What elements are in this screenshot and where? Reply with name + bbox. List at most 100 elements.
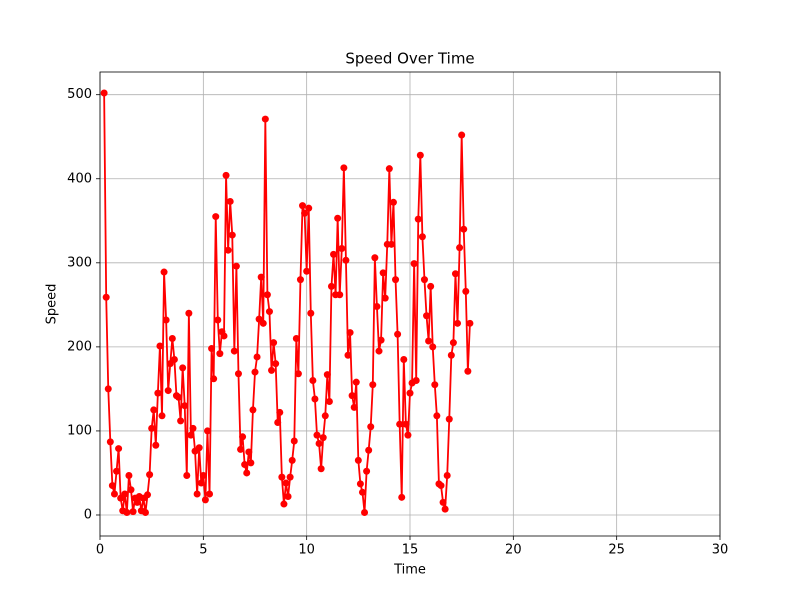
point [146, 471, 154, 479]
point [412, 376, 420, 384]
point [270, 339, 278, 347]
point [381, 294, 389, 302]
point [199, 471, 207, 479]
point [410, 260, 418, 268]
point [214, 316, 222, 324]
point [102, 293, 110, 301]
point [228, 231, 236, 239]
point [106, 438, 114, 446]
point [237, 445, 245, 453]
point [282, 479, 290, 487]
point [418, 233, 426, 241]
point [307, 309, 315, 317]
point [158, 412, 166, 420]
point [437, 482, 445, 490]
point [177, 417, 185, 425]
point [197, 479, 205, 487]
point [303, 267, 311, 275]
point [203, 427, 211, 435]
point [113, 467, 121, 475]
point [104, 385, 112, 393]
point [449, 339, 457, 347]
point [115, 445, 123, 453]
point [427, 282, 435, 290]
point [299, 202, 307, 210]
point [454, 319, 462, 327]
point [392, 276, 400, 284]
point [141, 508, 149, 516]
y-tick-label: 400 [67, 171, 92, 186]
point [226, 197, 234, 205]
point [416, 151, 424, 159]
point [385, 165, 393, 173]
point [423, 312, 431, 320]
point [129, 508, 137, 516]
x-tick-label: 20 [505, 543, 522, 558]
point [206, 490, 214, 498]
point [247, 459, 255, 467]
point [425, 337, 433, 345]
point [396, 420, 404, 428]
point [100, 89, 108, 97]
point [292, 334, 300, 342]
point [379, 269, 387, 277]
point [210, 375, 218, 383]
point [344, 351, 352, 359]
point [433, 412, 441, 420]
point [265, 308, 273, 316]
point [309, 376, 317, 384]
point [232, 262, 240, 270]
point [245, 448, 253, 456]
x-tick-label: 25 [608, 543, 625, 558]
point [259, 319, 267, 327]
point [185, 309, 193, 317]
point [263, 291, 271, 299]
point [394, 330, 402, 338]
point [358, 488, 366, 496]
point [398, 493, 406, 501]
point [330, 250, 338, 258]
point [311, 395, 319, 403]
point [170, 355, 178, 363]
point [133, 498, 141, 506]
point [239, 433, 247, 441]
point [296, 276, 304, 284]
point [108, 482, 116, 490]
point [338, 245, 346, 253]
point [286, 473, 294, 481]
point [375, 347, 383, 355]
point [294, 370, 302, 378]
line [103, 93, 471, 513]
point [183, 471, 191, 479]
point [321, 412, 329, 420]
point [280, 500, 288, 508]
point [431, 381, 439, 389]
point [334, 214, 342, 222]
point [201, 496, 209, 504]
point [377, 336, 385, 344]
point [361, 508, 369, 516]
point [325, 398, 333, 406]
point [305, 204, 313, 212]
x-axis-label: Time [393, 563, 426, 578]
point [317, 465, 325, 473]
point [268, 366, 276, 374]
point [404, 431, 412, 439]
point [251, 368, 259, 376]
point [274, 419, 282, 427]
y-axis-label: Speed [45, 284, 60, 325]
point [290, 437, 298, 445]
x-tick-label: 5 [199, 543, 207, 558]
point [336, 291, 344, 299]
y-tick-label: 0 [84, 507, 92, 522]
point [195, 444, 203, 452]
point [249, 406, 257, 414]
point [230, 347, 238, 355]
point [373, 303, 381, 311]
point [342, 256, 350, 264]
point [110, 490, 118, 498]
x-tick-label: 30 [712, 543, 729, 558]
x-tick-label: 0 [96, 543, 104, 558]
point [164, 387, 172, 395]
point [420, 276, 428, 284]
